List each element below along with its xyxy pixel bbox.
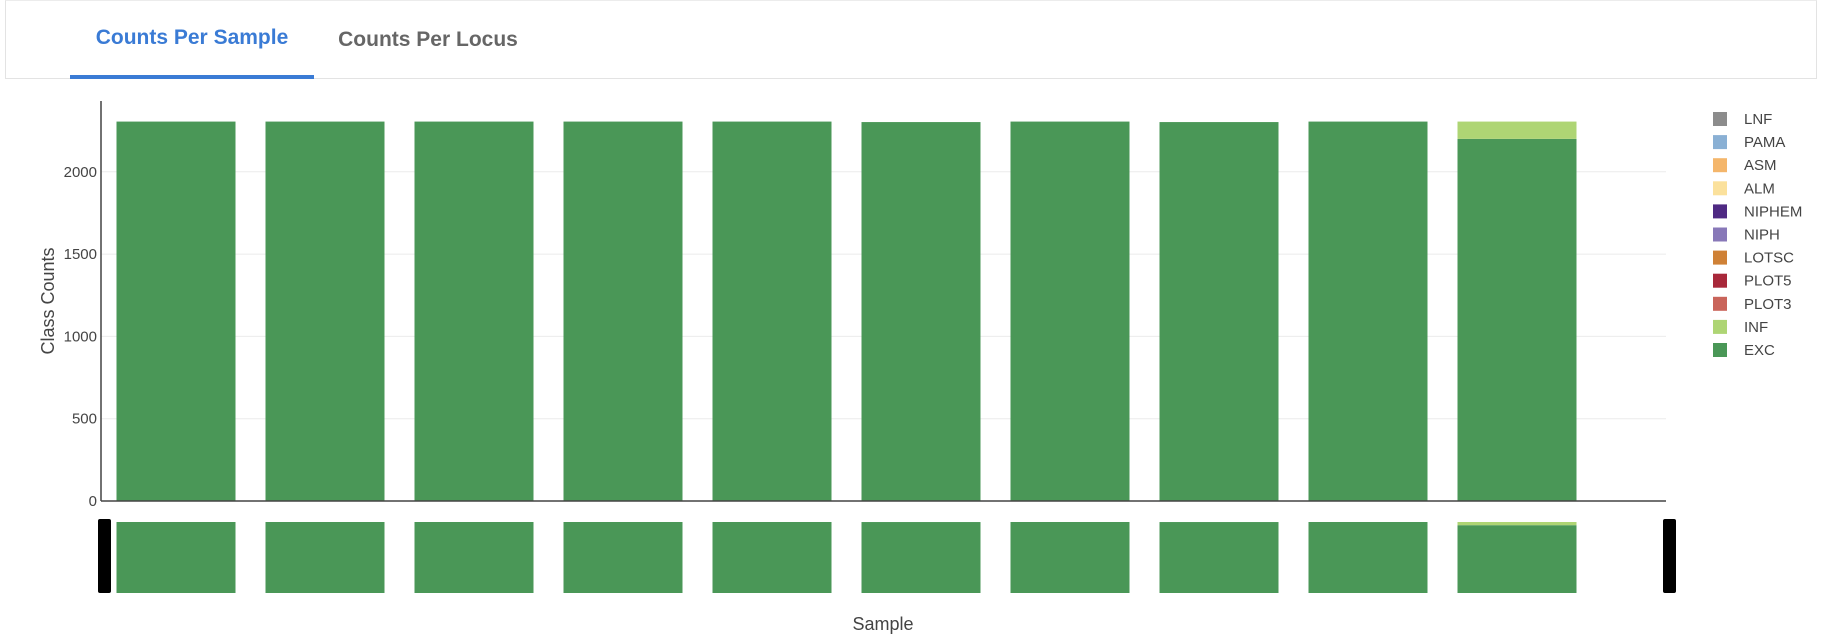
legend-item-inf[interactable]: INF	[1713, 319, 1768, 336]
bar-exc-4[interactable]	[563, 121, 683, 501]
tab-bar: Counts Per Sample Counts Per Locus	[5, 0, 1817, 79]
y-tick-label: 0	[89, 493, 97, 510]
range-slider-bar-exc-9	[1308, 522, 1428, 593]
legend-item-exc[interactable]: EXC	[1713, 342, 1775, 359]
legend-label: LNF	[1744, 111, 1772, 128]
range-slider-bar-inf-10	[1457, 522, 1577, 526]
range-slider-bar-exc-4	[563, 522, 683, 593]
legend-label: PAMA	[1744, 134, 1785, 151]
range-slider-bar-exc-10	[1457, 525, 1577, 593]
legend-swatch	[1713, 296, 1727, 311]
legend-label: EXC	[1744, 342, 1775, 359]
range-slider-bar-exc-2	[265, 522, 385, 593]
range-slider-left-handle[interactable]	[98, 519, 111, 593]
legend-label: NIPH	[1744, 227, 1780, 244]
y-tick-label: 2000	[64, 164, 97, 181]
legend-label: LOTSC	[1744, 250, 1794, 267]
legend-item-lotsc[interactable]: LOTSC	[1713, 250, 1794, 267]
bar-exc-3[interactable]	[414, 121, 534, 501]
y-axis-title: Class Counts	[38, 247, 58, 354]
y-tick-label: 1500	[64, 246, 97, 263]
bar-exc-9[interactable]	[1308, 121, 1428, 501]
y-tick-label: 1000	[64, 328, 97, 345]
legend-swatch	[1713, 343, 1727, 357]
legend-swatch	[1713, 135, 1727, 150]
legend-swatch	[1713, 158, 1727, 173]
legend-item-lnf[interactable]: LNF	[1713, 111, 1772, 128]
range-slider-bar-exc-1	[116, 522, 236, 593]
x-axis-title: Sample	[852, 614, 913, 634]
legend-item-asm[interactable]: ASM	[1713, 157, 1777, 174]
legend-swatch	[1713, 273, 1727, 288]
legend-item-plot5[interactable]: PLOT5	[1713, 273, 1792, 290]
bar-inf-10[interactable]	[1457, 121, 1577, 139]
range-slider-bar-exc-3	[414, 522, 534, 593]
range-slider-right-handle[interactable]	[1663, 519, 1676, 593]
legend-swatch	[1713, 181, 1727, 196]
legend-item-plot3[interactable]: PLOT3	[1713, 296, 1792, 313]
bar-exc-8[interactable]	[1159, 122, 1279, 502]
legend-label: PLOT5	[1744, 273, 1792, 290]
legend-label: ALM	[1744, 180, 1775, 197]
bar-exc-5[interactable]	[712, 121, 832, 501]
bar-exc-7[interactable]	[1010, 121, 1130, 501]
legend-item-niphem[interactable]: NIPHEM	[1713, 203, 1802, 220]
bar-exc-10[interactable]	[1457, 138, 1577, 501]
y-tick-label: 500	[72, 411, 97, 428]
range-slider-bar-exc-5	[712, 522, 832, 593]
legend-label: INF	[1744, 319, 1768, 336]
legend-label: NIPHEM	[1744, 203, 1802, 220]
legend-swatch	[1713, 250, 1727, 265]
legend-item-pama[interactable]: PAMA	[1713, 134, 1785, 151]
range-slider-bar-exc-6	[861, 522, 981, 593]
bar-exc-1[interactable]	[116, 121, 236, 501]
legend-swatch	[1713, 112, 1727, 126]
legend-label: ASM	[1744, 157, 1777, 174]
tab-counts-per-sample[interactable]: Counts Per Sample	[70, 1, 314, 79]
legend-label: PLOT3	[1744, 296, 1792, 313]
legend-swatch	[1713, 227, 1727, 242]
bar-exc-6[interactable]	[861, 122, 981, 502]
range-slider-bar-exc-8	[1159, 522, 1279, 593]
bar-exc-2[interactable]	[265, 121, 385, 501]
legend-item-alm[interactable]: ALM	[1713, 180, 1775, 197]
legend-item-niph[interactable]: NIPH	[1713, 227, 1780, 244]
range-slider-bar-exc-7	[1010, 522, 1130, 593]
tab-counts-per-locus[interactable]: Counts Per Locus	[338, 28, 518, 51]
legend-swatch	[1713, 319, 1727, 334]
legend-swatch	[1713, 204, 1727, 219]
